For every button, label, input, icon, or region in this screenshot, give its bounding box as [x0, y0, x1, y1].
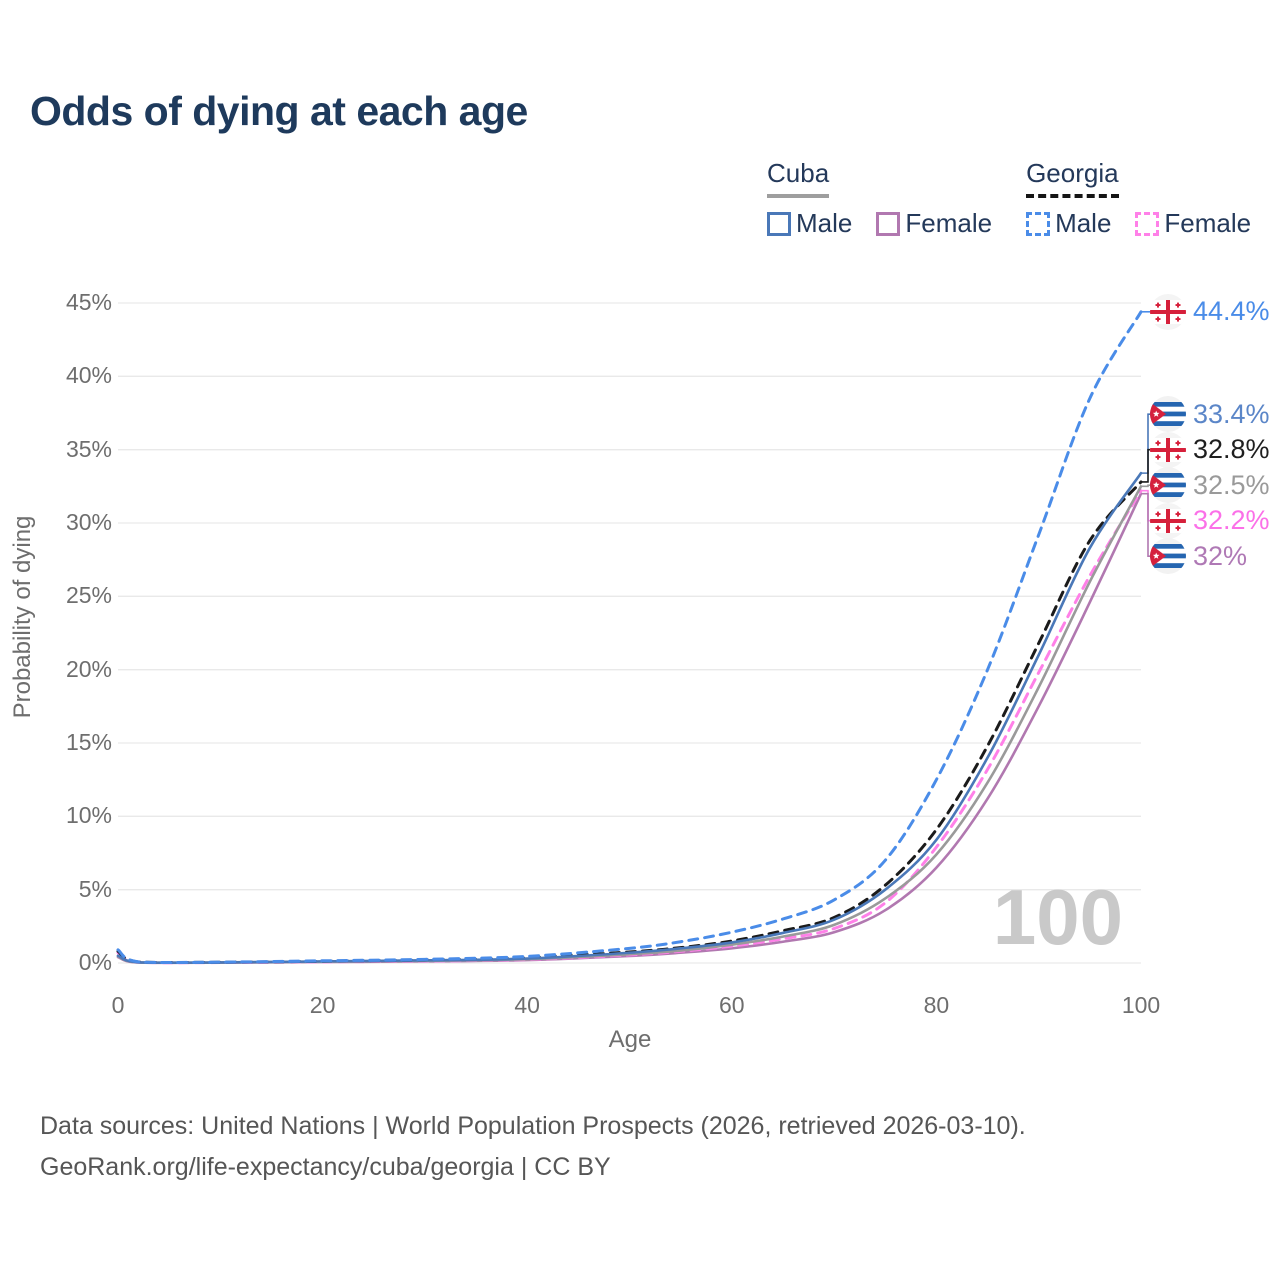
- legend-label: Female: [905, 208, 993, 238]
- y-tick-label: 0%: [78, 949, 112, 975]
- legend-label: Male: [1055, 208, 1112, 238]
- cuba-flag-icon: [1150, 467, 1186, 503]
- end-label-georgia-male: 44.4%: [1150, 294, 1270, 330]
- end-label-cuba: 32.5%: [1150, 467, 1270, 503]
- cuba-flag-icon: [1150, 538, 1186, 574]
- end-label-connector: [1141, 448, 1151, 483]
- cuba-flag-icon: [1150, 396, 1186, 432]
- georgia-flag-icon: [1150, 432, 1186, 468]
- end-label-value: 32%: [1193, 540, 1248, 571]
- x-tick-label: 80: [923, 992, 950, 1018]
- series-line-georgia-male: [116, 310, 1143, 964]
- legend-group-cuba: Cuba Male Female: [767, 158, 992, 239]
- georgia-flag-icon: [1150, 294, 1186, 330]
- footer-citation: GeoRank.org/life-expectancy/cuba/georgia…: [40, 1153, 611, 1181]
- end-label-value: 33.4%: [1193, 398, 1270, 429]
- legend-item-georgia-male[interactable]: Male: [1026, 208, 1111, 239]
- legend-title-cuba[interactable]: Cuba: [767, 158, 830, 198]
- georgia-male-swatch-icon: [1026, 211, 1051, 236]
- y-tick-label: 15%: [65, 729, 112, 755]
- y-tick-label: 10%: [65, 802, 112, 829]
- end-label-georgia: 32.8%: [1150, 432, 1270, 468]
- y-tick-label: 35%: [65, 435, 112, 462]
- end-label-cuba-female: 32%: [1150, 538, 1247, 574]
- footer: Data sources: United Nations | World Pop…: [40, 1106, 1026, 1188]
- legend-label: Female: [1164, 208, 1252, 238]
- y-tick-label: 45%: [65, 289, 112, 315]
- end-label-value: 32.2%: [1193, 505, 1270, 536]
- x-tick-label: 60: [719, 992, 745, 1018]
- y-tick-label: 40%: [65, 362, 112, 389]
- legend-title-georgia[interactable]: Georgia: [1026, 158, 1119, 198]
- page-title: Odds of dying at each age: [30, 88, 528, 134]
- x-tick-label: 40: [514, 992, 540, 1018]
- cuba-male-swatch-icon: [767, 211, 791, 236]
- end-label-connector: [1141, 413, 1151, 474]
- end-label-value: 32.5%: [1193, 469, 1270, 500]
- legend-item-cuba-male[interactable]: Male: [767, 208, 852, 239]
- legend-item-cuba-female[interactable]: Female: [876, 208, 992, 239]
- legend-item-georgia-female[interactable]: Female: [1135, 208, 1251, 239]
- georgia-female-swatch-icon: [1135, 211, 1160, 236]
- y-tick-label: 20%: [65, 655, 112, 682]
- y-tick-label: 30%: [65, 509, 112, 535]
- y-axis-title: Probability of dying: [9, 515, 36, 719]
- end-label-value: 44.4%: [1193, 296, 1270, 327]
- x-tick-label: 20: [309, 992, 336, 1018]
- x-axis-title: Age: [608, 1026, 652, 1053]
- end-label-connector: [1141, 484, 1151, 488]
- legend: Cuba Male Female Georgia Male: [767, 158, 1251, 239]
- legend-label: Male: [796, 208, 853, 238]
- end-label-connector: [1141, 492, 1151, 557]
- cuba-female-swatch-icon: [876, 211, 901, 236]
- end-label-cuba-male: 33.4%: [1150, 396, 1270, 432]
- footer-sources: Data sources: United Nations | World Pop…: [40, 1112, 1026, 1140]
- y-tick-label: 25%: [65, 582, 112, 609]
- georgia-flag-icon: [1150, 503, 1186, 539]
- x-tick-label: 100: [1121, 992, 1161, 1018]
- y-tick-label: 5%: [78, 875, 112, 902]
- x-tick-label: 0: [111, 992, 125, 1018]
- end-label-georgia-female: 32.2%: [1150, 503, 1270, 539]
- age-watermark: 100: [992, 873, 1124, 961]
- end-label-value: 32.8%: [1193, 434, 1270, 465]
- legend-group-georgia: Georgia Male Female: [1026, 158, 1251, 239]
